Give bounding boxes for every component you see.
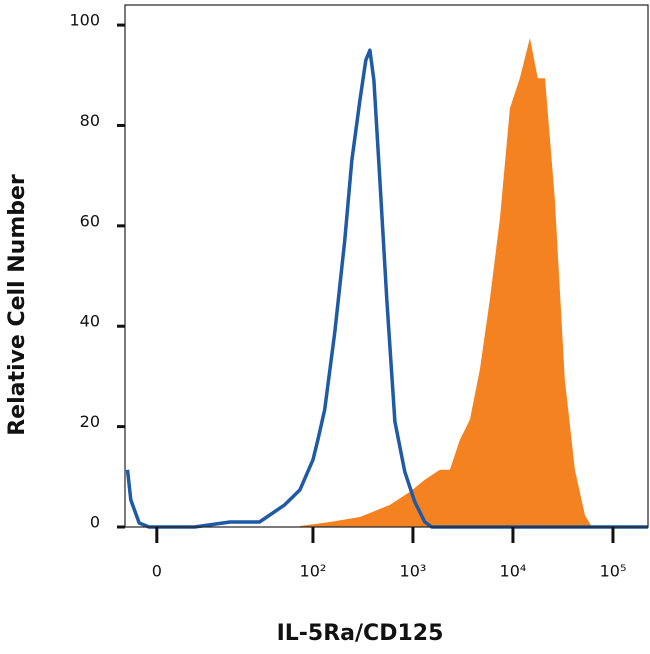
y-tick-label: 40 [80,312,100,331]
x-tick-label: 0 [152,562,162,581]
x-axis-title: IL-5Ra/CD125 [277,621,444,646]
y-tick-label: 80 [80,111,100,130]
x-tick-label: 10² [300,562,327,581]
y-tick-label: 60 [80,211,100,230]
x-tick-label: 10⁴ [500,562,527,581]
y-tick-label: 20 [80,412,100,431]
histogram-line [125,48,648,529]
y-axis-title: Relative Cell Number [5,174,30,436]
x-tick-label: 10³ [400,562,427,581]
x-tick-label: 10⁵ [600,562,627,581]
y-tick-label: 100 [69,11,100,30]
histogram-area [299,38,592,527]
plot-frame [124,4,649,528]
y-tick-label: 0 [90,513,100,532]
